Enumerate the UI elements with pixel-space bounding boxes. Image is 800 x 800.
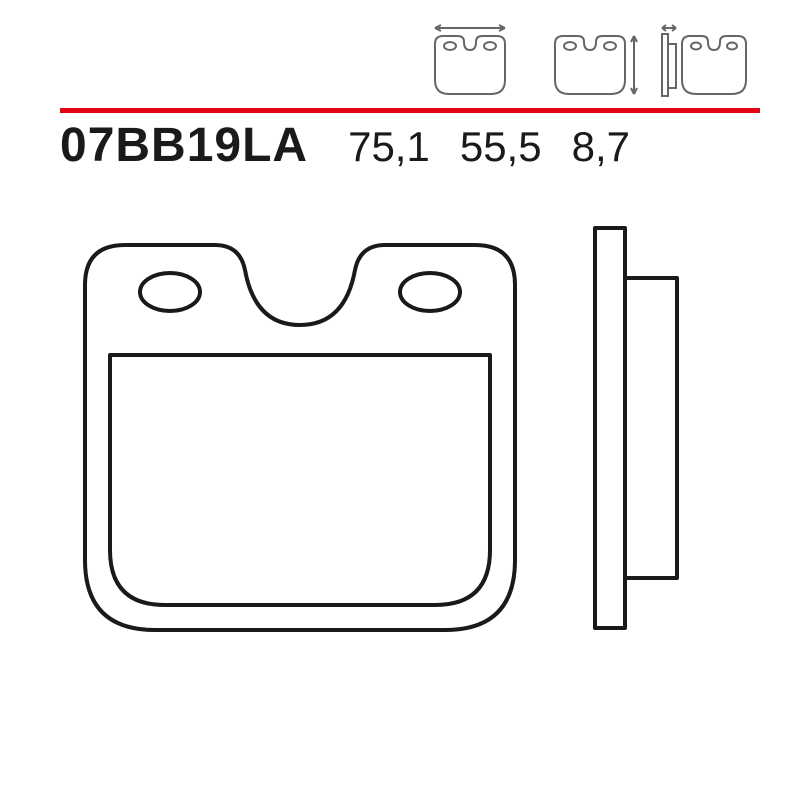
side-view bbox=[595, 228, 677, 628]
accent-divider bbox=[60, 108, 760, 113]
pad-thickness-icon bbox=[660, 22, 760, 100]
dim-thickness: 8,7 bbox=[572, 123, 630, 171]
dimensions: 75,1 55,5 8,7 bbox=[348, 123, 630, 171]
dim-width: 75,1 bbox=[348, 123, 430, 171]
spec-row: 07BB19LA 75,1 55,5 8,7 bbox=[60, 118, 760, 173]
front-view bbox=[85, 245, 515, 630]
dimension-icons-row bbox=[420, 20, 760, 100]
pad-height-icon bbox=[540, 22, 640, 100]
brake-pad-drawing bbox=[55, 200, 755, 760]
spec-sheet: 07BB19LA 75,1 55,5 8,7 bbox=[0, 0, 800, 800]
part-number: 07BB19LA bbox=[60, 118, 308, 173]
pad-width-icon bbox=[420, 22, 520, 100]
dim-height: 55,5 bbox=[460, 123, 542, 171]
